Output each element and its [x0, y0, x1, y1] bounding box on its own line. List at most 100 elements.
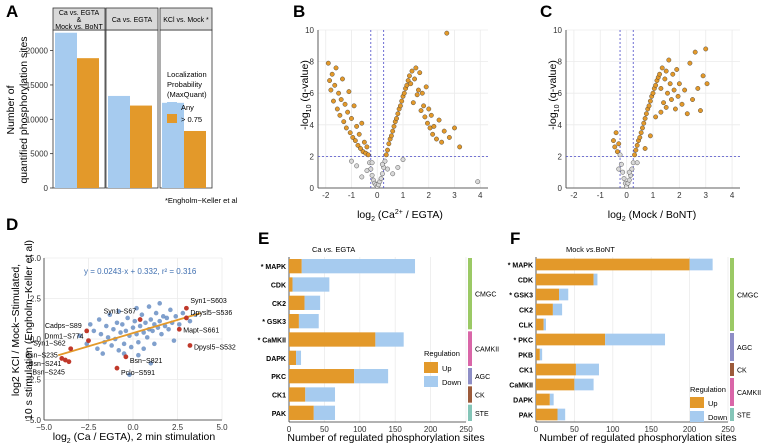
- panel-b-xtick: 2: [427, 191, 432, 200]
- panel-b-ytick: 4: [310, 121, 315, 130]
- panel-a-legend-title-2: Probability: [167, 80, 202, 89]
- panel-f-legend-down: Down: [708, 413, 727, 422]
- panel-b-xtick: 3: [452, 191, 457, 200]
- panel-a-strip-text: Mock vs. BoNT: [55, 24, 103, 31]
- panel-b-xlabel: log2 (Ca2+ / EGTA): [357, 209, 443, 223]
- panel-e-category-label: PKC: [271, 374, 286, 381]
- panel-b-point: [452, 125, 457, 131]
- panel-d-point: [139, 312, 145, 318]
- panel-a-strip-text: Ca vs. EGTA: [59, 10, 100, 17]
- panel-e-xtick: 200: [424, 425, 438, 434]
- panel-label-a: A: [6, 2, 18, 21]
- panel-e-bar-down: [305, 387, 336, 402]
- panel-f-category-label: * MAPK: [508, 263, 533, 270]
- panel-c-point: [653, 114, 659, 120]
- panel-f-group-bar: [730, 258, 734, 331]
- panel-f-category-label: PKB: [518, 353, 533, 360]
- panel-d-point: [100, 351, 106, 356]
- panel-d-point-label: Dnm1−S774: [44, 334, 83, 341]
- panel-c-point: [661, 100, 666, 106]
- panel-b-ytick: 10: [305, 26, 314, 35]
- panel-b-point: [359, 174, 365, 180]
- panel-f-xtick: 200: [683, 425, 697, 434]
- panel-d-ytick: 5.0: [30, 254, 42, 263]
- panel-a-legend-title-3: (MaxQuant): [167, 90, 207, 99]
- panel-b-point: [341, 119, 347, 125]
- panel-b-point: [382, 158, 388, 164]
- panel-d-point: [166, 326, 171, 332]
- panel-c-point: [647, 133, 653, 139]
- panel-b-point: [475, 179, 481, 185]
- panel-c-point: [679, 101, 685, 107]
- panel-f-bar-up: [536, 393, 550, 406]
- panel-d-highlight-point: [176, 326, 182, 332]
- panel-d-point: [109, 343, 114, 348]
- panel-f-kinase-bars: Mock vs.BoNT 0 50 100 150 200 250 * MAPK CDK * G…: [508, 245, 761, 444]
- panel-e-group-bar: [468, 386, 472, 403]
- panel-e-xtick: 0: [287, 425, 292, 434]
- panel-f-bar-up: [536, 408, 558, 421]
- panel-d-point: [157, 301, 162, 306]
- panel-c-point: [646, 103, 652, 109]
- panel-d-ytick: −5.0: [25, 416, 41, 425]
- panel-c-point: [671, 87, 677, 93]
- panel-a-ytick: 0: [44, 184, 49, 193]
- panel-a-footnote: *Engholm−Keller et al: [165, 196, 238, 205]
- panel-e-bar-up: [289, 350, 297, 365]
- panel-b-point: [352, 138, 358, 144]
- panel-b-point: [422, 114, 428, 120]
- panel-f-xlabel: Number of regulated phosphorylation site…: [539, 432, 736, 444]
- panel-d-highlight-point: [187, 343, 193, 348]
- panel-f-bar-down: [689, 258, 713, 271]
- panel-b-point: [338, 97, 344, 102]
- panel-f-xtick: 50: [570, 425, 579, 434]
- panel-b-point: [394, 116, 399, 121]
- panel-c-point: [663, 105, 669, 110]
- panel-b-point: [395, 165, 401, 170]
- panel-e-category-label: CDK: [271, 283, 286, 290]
- panel-b-point: [340, 76, 345, 82]
- panel-d-fit-equation: y = 0.0243·x + 0.332, r² = 0.316: [84, 267, 197, 276]
- panel-d-point: [162, 323, 168, 329]
- panel-f-legend-swatch-down: [690, 411, 704, 422]
- panel-d-point-label: Pclo−S591: [121, 370, 155, 377]
- panel-f-group-bar: [730, 378, 734, 406]
- panel-c-point: [662, 76, 668, 82]
- panel-c-point: [644, 111, 649, 117]
- panel-a-legend-swatch-high: [167, 114, 177, 123]
- panel-c-point: [698, 108, 703, 113]
- panel-b-volcano-plot: -2 -1 0 1 2 3 4 0 2 4 6 8 10 -log10 (q-value) log2 (…: [299, 26, 488, 223]
- panel-c-point: [616, 141, 622, 147]
- panel-d-point: [152, 341, 157, 347]
- panel-f-bar-up: [536, 333, 606, 346]
- panel-b-point: [343, 125, 349, 131]
- panel-b-point: [369, 160, 375, 166]
- panel-a-facet-strip: [105, 7, 159, 31]
- panel-a-legend-high: > 0.75: [181, 115, 202, 124]
- panel-d-highlight-point: [184, 305, 189, 311]
- panel-d-highlight-point: [84, 328, 90, 334]
- panel-c-point: [692, 49, 698, 55]
- panel-d-point: [116, 309, 122, 314]
- panel-b-point: [416, 87, 421, 93]
- panel-f-group-label: CAMKII: [737, 390, 761, 397]
- panel-f-bar-down: [543, 318, 546, 331]
- panel-f-category-label: * GSK3: [509, 293, 533, 300]
- panel-b-point: [385, 166, 390, 172]
- panel-f-bar-down: [557, 408, 566, 421]
- panel-b-point: [359, 120, 365, 126]
- panel-e-bar-up: [289, 369, 355, 384]
- panel-f-bar-up: [536, 273, 594, 286]
- panel-c-point: [663, 68, 669, 74]
- panel-a-bar-high: [184, 130, 206, 188]
- panel-d-point: [91, 328, 97, 334]
- panel-e-group-bar: [468, 258, 472, 330]
- panel-b-point: [400, 157, 406, 162]
- panel-c-xtick: 1: [651, 191, 656, 200]
- panel-b-point: [358, 146, 363, 151]
- panel-d-point: [120, 322, 125, 327]
- panel-e-xtick: 100: [353, 425, 367, 434]
- panel-c-point: [620, 169, 626, 175]
- panel-f-group-bar: [730, 363, 734, 376]
